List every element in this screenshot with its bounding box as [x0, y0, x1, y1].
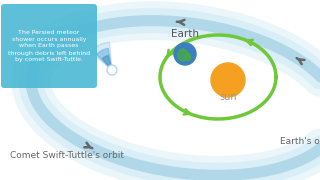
Wedge shape [102, 55, 112, 70]
Circle shape [211, 63, 245, 97]
Wedge shape [96, 48, 112, 70]
Text: sun: sun [219, 92, 237, 102]
FancyBboxPatch shape [1, 4, 97, 88]
Ellipse shape [178, 49, 188, 61]
Circle shape [174, 43, 196, 65]
Wedge shape [91, 42, 112, 70]
Text: Comet Swift-Tuttle's orbit: Comet Swift-Tuttle's orbit [10, 150, 124, 159]
Text: The Persied meteor
shower occurs annually
when Earth passes
through debris left : The Persied meteor shower occurs annuall… [8, 30, 90, 62]
Circle shape [107, 65, 117, 75]
Text: Earth: Earth [171, 29, 199, 39]
Ellipse shape [185, 54, 191, 60]
Text: Earth's orbit: Earth's orbit [280, 138, 320, 147]
